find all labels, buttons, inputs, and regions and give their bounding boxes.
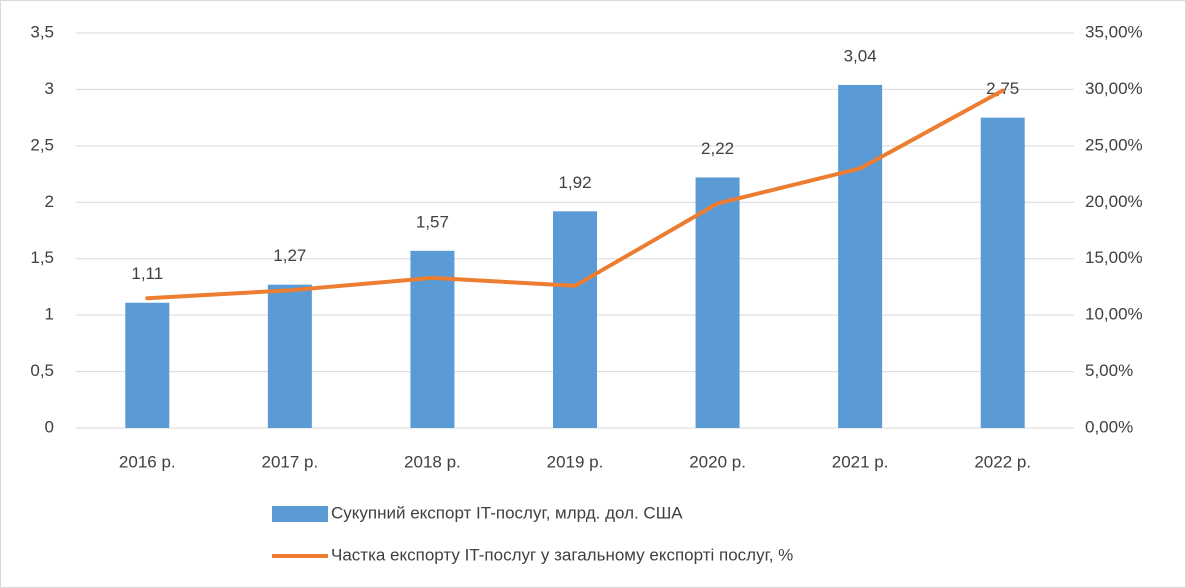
x-tick-label: 2021 р.	[832, 452, 889, 471]
y-tick-label: 2,5	[30, 135, 54, 154]
x-tick-label: 2018 р.	[404, 452, 461, 471]
legend-swatch	[272, 506, 328, 522]
y2-tick-label: 25,00%	[1085, 135, 1143, 154]
y-tick-label: 0,5	[30, 361, 54, 380]
data-label: 2,22	[701, 139, 734, 158]
y2-tick-label: 35,00%	[1085, 22, 1143, 41]
y2-tick-label: 15,00%	[1085, 248, 1143, 267]
y2-tick-label: 10,00%	[1085, 305, 1143, 324]
y-tick-label: 2	[45, 192, 54, 211]
x-tick-label: 2019 р.	[547, 452, 604, 471]
y-tick-label: 3	[45, 79, 54, 98]
y-tick-label: 1	[45, 305, 54, 324]
data-label: 1,57	[416, 212, 449, 231]
y-tick-label: 0	[45, 417, 54, 436]
x-tick-label: 2017 р.	[261, 452, 318, 471]
y2-tick-label: 0,00%	[1085, 417, 1133, 436]
data-label: 1,92	[558, 173, 591, 192]
legend-label: Сукупний експорт IT-послуг, млрд. дол. С…	[331, 503, 683, 522]
y-tick-label: 1,5	[30, 248, 54, 267]
bar	[125, 302, 170, 428]
data-label: 1,27	[273, 246, 306, 265]
y2-tick-label: 30,00%	[1085, 79, 1143, 98]
data-label: 1,11	[131, 264, 163, 283]
bar	[553, 211, 597, 428]
x-tick-label: 2022 р.	[974, 452, 1031, 471]
legend-label: Частка експорту IT-послуг у загальному е…	[331, 545, 793, 564]
y2-tick-label: 20,00%	[1085, 192, 1143, 211]
y2-tick-label: 5,00%	[1085, 361, 1133, 380]
x-tick-label: 2020 р.	[689, 452, 746, 471]
bar	[838, 84, 883, 429]
x-tick-label: 2016 р.	[119, 452, 176, 471]
bar	[695, 177, 740, 428]
bar	[267, 284, 312, 428]
line	[145, 88, 1005, 301]
y-tick-label: 3,5	[30, 22, 54, 41]
bar	[980, 117, 1025, 429]
data-label: 3,04	[844, 46, 877, 65]
